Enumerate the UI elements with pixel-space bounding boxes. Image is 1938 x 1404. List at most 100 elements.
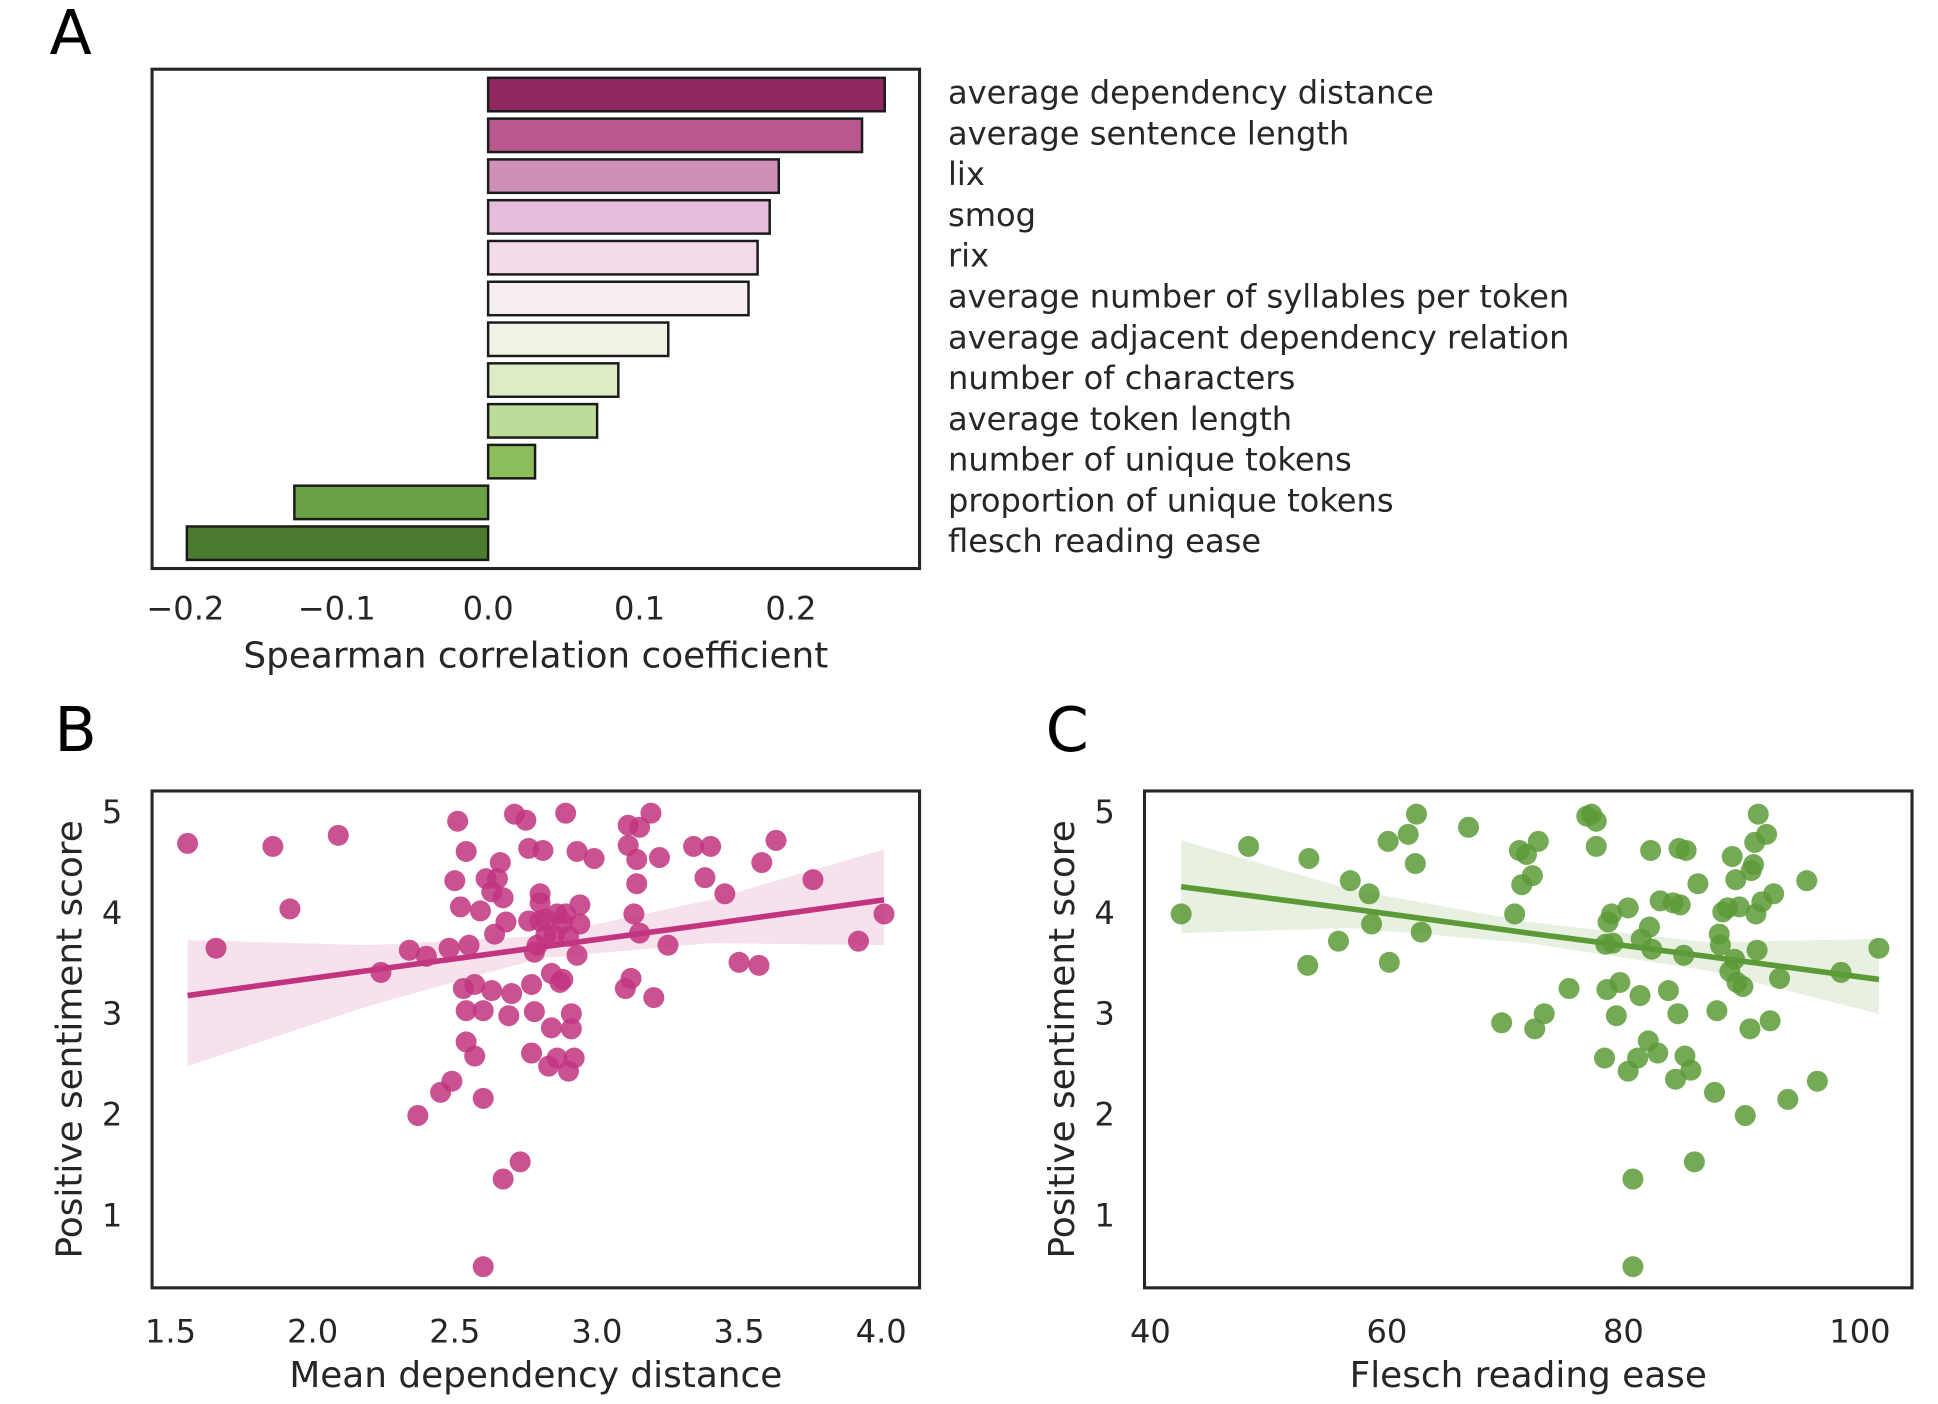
bar [293, 484, 490, 521]
x-tick-label: 0.2 [765, 590, 816, 628]
point [1706, 1000, 1728, 1022]
bar [486, 280, 750, 317]
x-tick-label: 0.1 [614, 590, 665, 628]
x-axis-label: Mean dependency distance [289, 1355, 782, 1396]
bar [486, 76, 886, 113]
point [472, 1256, 494, 1278]
point [449, 896, 471, 918]
point [1238, 835, 1260, 857]
y-tick-label: 2 [1094, 1096, 1114, 1134]
point [1410, 921, 1432, 943]
point [447, 810, 469, 832]
point [444, 870, 466, 892]
bar [486, 443, 537, 480]
regression-line [1180, 883, 1880, 983]
point [1327, 930, 1349, 952]
category-label: lix [948, 155, 985, 193]
x-tick-label: 80 [1603, 1313, 1644, 1351]
y-tick-label: 5 [102, 793, 122, 831]
point [1524, 1018, 1546, 1040]
point [1622, 1256, 1644, 1278]
y-tick-label: 1 [102, 1196, 122, 1234]
point [1617, 897, 1639, 919]
plot-area [177, 802, 895, 1278]
point [1796, 870, 1818, 892]
point [1558, 978, 1580, 1000]
point [441, 1070, 463, 1092]
y-tick-label: 3 [102, 995, 122, 1033]
point [398, 939, 420, 961]
y-tick-label: 4 [102, 894, 122, 932]
x-tick-label: −0.2 [146, 590, 224, 628]
point [486, 868, 508, 890]
bar [185, 525, 490, 562]
point [1491, 1012, 1513, 1034]
panel-label: C [1046, 694, 1089, 766]
point [640, 802, 662, 824]
plot-frame [150, 789, 922, 1290]
x-tick-label: 2.0 [287, 1313, 338, 1351]
point [1647, 1042, 1669, 1064]
point [1667, 1003, 1689, 1025]
category-label: average sentence length [948, 114, 1349, 152]
point [566, 840, 588, 862]
x-axis-label: Flesch reading ease [1350, 1355, 1707, 1396]
point [523, 1001, 545, 1023]
point [1657, 980, 1679, 1002]
point [205, 937, 227, 959]
point [643, 987, 665, 1009]
point [279, 898, 301, 920]
plot-frame [150, 67, 922, 571]
point [1504, 903, 1526, 925]
point [1763, 883, 1785, 905]
point [626, 873, 648, 895]
plot-area [1170, 803, 1890, 1278]
y-tick-label: 2 [102, 1096, 122, 1134]
x-axis-label: Spearman correlation coefficient [243, 636, 828, 677]
point [560, 1018, 582, 1040]
point [464, 973, 486, 995]
point [1746, 939, 1768, 961]
category-label: number of unique tokens [948, 441, 1352, 479]
point [1404, 853, 1426, 875]
point [1585, 835, 1607, 857]
point [521, 973, 543, 995]
point [498, 1005, 520, 1027]
point [472, 1000, 494, 1022]
panel-label: A [49, 0, 91, 69]
point [560, 1003, 582, 1025]
point [751, 852, 773, 874]
point [1298, 848, 1320, 870]
confidence-band [187, 849, 885, 1067]
y-tick-label: 5 [1094, 793, 1114, 831]
point [1756, 823, 1778, 845]
point [569, 894, 591, 916]
point [1378, 951, 1400, 973]
point [540, 1017, 562, 1039]
point [509, 1151, 531, 1173]
point [521, 1042, 543, 1064]
point [648, 846, 670, 869]
point [629, 816, 651, 838]
plot-frame [1142, 789, 1914, 1290]
point [1732, 975, 1754, 998]
point [1777, 1088, 1799, 1110]
point [1527, 830, 1549, 852]
point [623, 903, 645, 925]
point [552, 968, 574, 990]
point [626, 849, 648, 871]
point [700, 835, 722, 857]
x-tick-label: 1.5 [145, 1313, 196, 1351]
point [464, 1045, 486, 1067]
point [714, 883, 736, 905]
point [694, 867, 716, 889]
point [458, 934, 480, 956]
point [1405, 803, 1428, 825]
x-tick-label: 0.0 [463, 590, 514, 628]
point [1377, 830, 1399, 852]
point [1728, 896, 1750, 918]
confidence-band [1181, 840, 1879, 1014]
y-axis-label: Positive sentiment score [50, 820, 91, 1258]
category-label: flesch reading ease [948, 522, 1261, 560]
